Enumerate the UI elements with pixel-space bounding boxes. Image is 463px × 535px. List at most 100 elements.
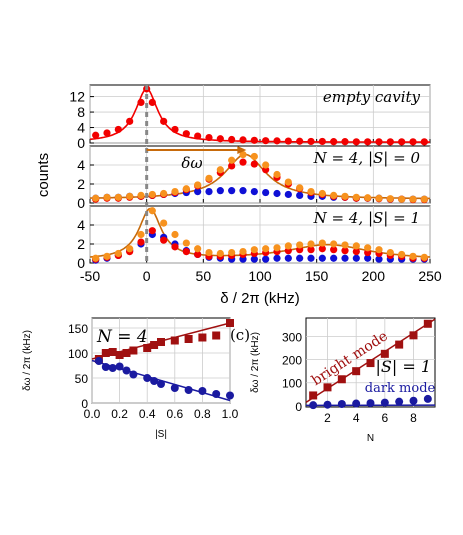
data-point bbox=[250, 255, 258, 263]
data-point bbox=[148, 207, 156, 215]
data-point bbox=[92, 194, 100, 202]
data-point bbox=[103, 193, 111, 201]
x-tick-label: 200 bbox=[362, 268, 386, 284]
y-axis-label: δω / 2π (kHz) bbox=[22, 330, 33, 391]
data-point bbox=[352, 399, 361, 408]
data-point bbox=[157, 338, 165, 346]
data-point bbox=[296, 254, 304, 262]
data-point bbox=[171, 188, 179, 196]
data-point bbox=[307, 240, 315, 248]
data-point bbox=[395, 397, 404, 406]
spectrum-panel: 0 2 4 N = 4, |S| = 0 bbox=[77, 145, 431, 211]
panel-annotation: N = 4, |S| = 1 bbox=[313, 209, 420, 227]
data-point bbox=[262, 161, 270, 169]
data-point bbox=[160, 189, 168, 198]
data-point bbox=[194, 132, 202, 140]
data-point bbox=[380, 349, 389, 358]
y-tick-label: 12 bbox=[69, 89, 85, 105]
data-point bbox=[375, 138, 383, 146]
data-point bbox=[296, 137, 304, 145]
data-point bbox=[216, 166, 224, 174]
y-tick-label: 0 bbox=[295, 400, 302, 414]
data-point bbox=[205, 248, 213, 257]
data-point bbox=[409, 331, 418, 340]
data-point bbox=[148, 98, 156, 106]
data-point bbox=[398, 250, 406, 259]
data-point bbox=[160, 236, 168, 244]
data-point bbox=[262, 188, 270, 197]
data-point bbox=[409, 195, 417, 203]
shift-label: δω bbox=[181, 154, 202, 172]
y-tick-label: 50 bbox=[75, 372, 89, 386]
data-point bbox=[115, 362, 124, 371]
x-tick-label: 150 bbox=[305, 268, 329, 284]
data-point bbox=[239, 136, 247, 144]
data-point bbox=[284, 178, 292, 186]
data-point bbox=[352, 248, 360, 256]
data-point bbox=[114, 193, 122, 201]
data-point bbox=[137, 230, 145, 239]
y-tick-label: 150 bbox=[68, 322, 88, 336]
data-point bbox=[126, 117, 134, 125]
data-point bbox=[307, 254, 315, 262]
data-point bbox=[330, 138, 338, 146]
data-point bbox=[137, 238, 145, 246]
data-point bbox=[126, 192, 134, 200]
spectrum-panel: 0 2 4 N = 4, |S| = 1 bbox=[77, 205, 431, 271]
data-point bbox=[160, 117, 168, 125]
data-point bbox=[318, 254, 326, 262]
data-point bbox=[160, 219, 168, 227]
data-point bbox=[341, 241, 349, 249]
data-point bbox=[92, 131, 100, 139]
data-point bbox=[386, 195, 394, 203]
data-point bbox=[296, 241, 304, 249]
data-point bbox=[341, 254, 349, 262]
data-point bbox=[273, 170, 281, 179]
data-point bbox=[380, 398, 389, 407]
data-point bbox=[250, 152, 258, 161]
data-point bbox=[330, 254, 338, 262]
data-point bbox=[129, 370, 138, 379]
panel-annotation: empty cavity bbox=[323, 88, 421, 106]
data-point bbox=[409, 138, 417, 146]
data-point bbox=[194, 250, 202, 259]
data-point bbox=[114, 249, 122, 258]
data-point bbox=[318, 137, 326, 146]
data-point bbox=[182, 185, 190, 193]
data-point bbox=[226, 319, 234, 327]
data-point bbox=[307, 188, 315, 196]
data-point bbox=[103, 129, 111, 137]
data-point bbox=[352, 242, 360, 250]
annotation: N = 4 bbox=[96, 327, 148, 347]
data-point bbox=[262, 137, 270, 145]
y-tick-label: 2 bbox=[77, 176, 85, 192]
y-tick-label: 100 bbox=[282, 377, 302, 391]
data-point bbox=[171, 243, 179, 251]
data-point bbox=[337, 399, 346, 408]
data-point bbox=[284, 137, 292, 145]
data-point bbox=[409, 252, 417, 260]
data-point bbox=[94, 357, 103, 365]
x-tick-label: 6 bbox=[381, 411, 388, 425]
y-tick-label: 8 bbox=[77, 104, 85, 120]
data-point bbox=[143, 374, 152, 382]
data-point bbox=[341, 247, 349, 255]
data-point bbox=[398, 138, 406, 146]
data-point bbox=[323, 383, 332, 392]
data-point bbox=[137, 98, 145, 106]
data-point bbox=[364, 254, 372, 262]
data-point bbox=[216, 187, 224, 195]
data-point bbox=[337, 375, 346, 384]
data-point bbox=[228, 248, 236, 257]
data-point bbox=[182, 239, 190, 247]
data-point bbox=[330, 191, 338, 199]
data-point bbox=[307, 246, 315, 254]
data-point bbox=[423, 394, 432, 403]
data-point bbox=[182, 248, 190, 256]
x-tick-label: 0.4 bbox=[139, 407, 156, 421]
data-point bbox=[323, 400, 332, 409]
data-point bbox=[226, 391, 234, 400]
data-point bbox=[250, 246, 258, 254]
x-tick-label: 8 bbox=[410, 411, 417, 425]
